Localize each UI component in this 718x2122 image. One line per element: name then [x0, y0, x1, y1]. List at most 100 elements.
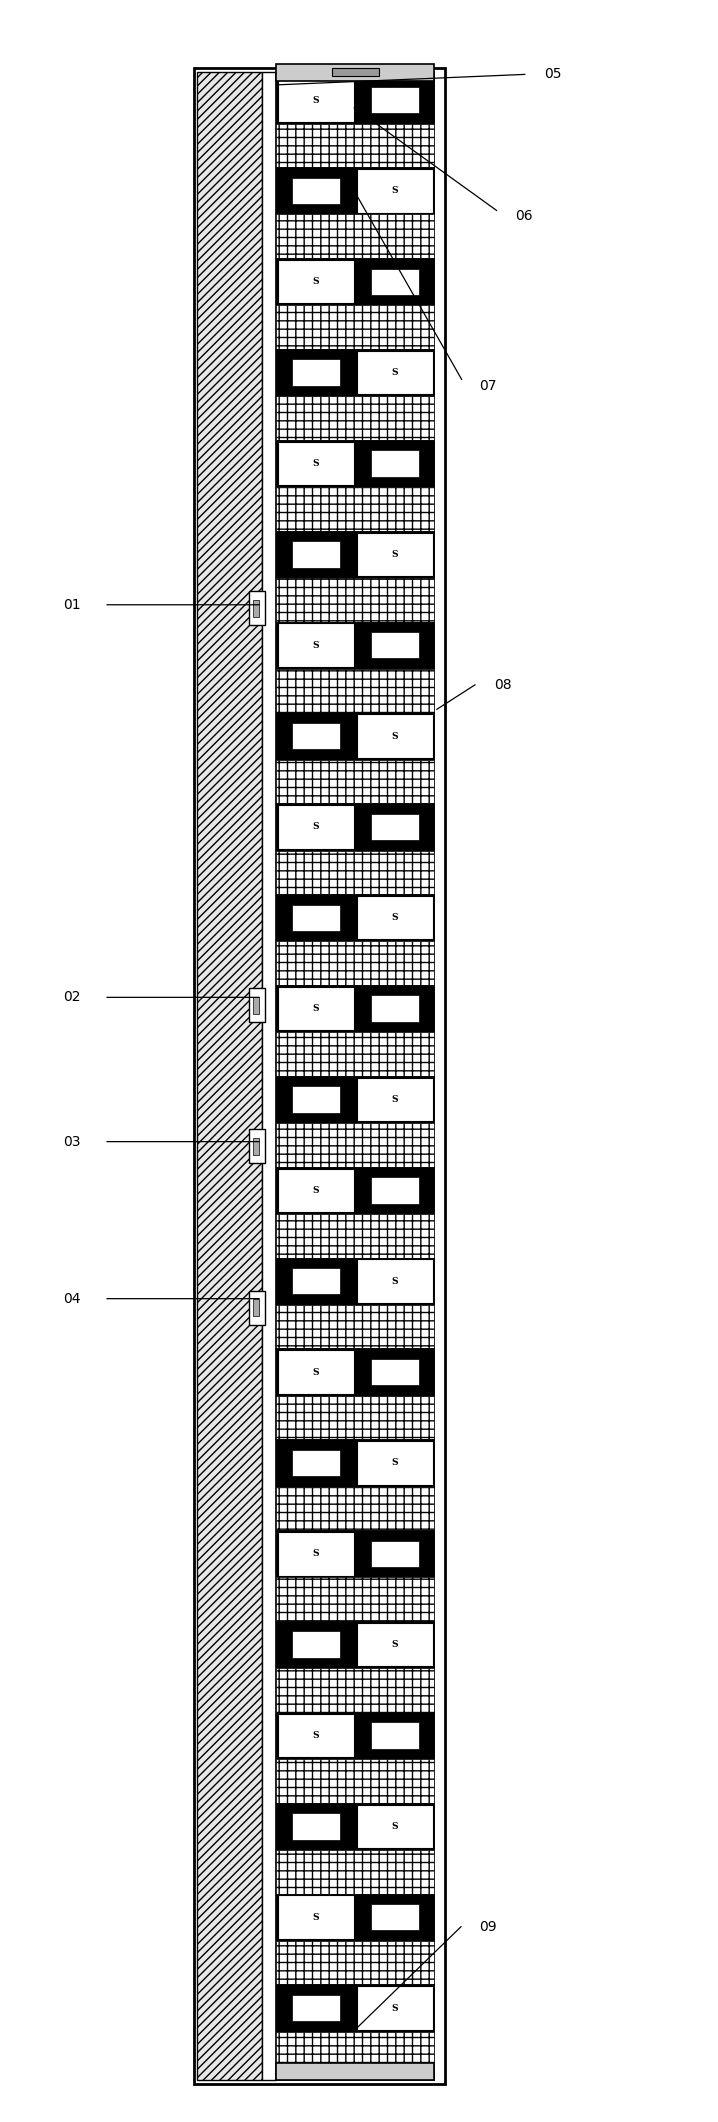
Bar: [371, 813, 419, 840]
Bar: [276, 1258, 434, 1305]
Text: S: S: [312, 1912, 320, 1923]
Bar: [276, 804, 434, 851]
Bar: [357, 1895, 433, 1940]
Bar: [278, 1350, 354, 1394]
Bar: [276, 168, 434, 214]
Bar: [249, 1290, 265, 1324]
Text: S: S: [312, 641, 320, 649]
Bar: [371, 450, 419, 477]
Bar: [276, 1439, 434, 1488]
Bar: [357, 1169, 433, 1212]
Bar: [276, 1530, 434, 1577]
Bar: [292, 1449, 340, 1477]
Bar: [292, 1086, 340, 1112]
Bar: [357, 1532, 433, 1575]
Bar: [276, 123, 434, 168]
Text: S: S: [312, 1549, 320, 1558]
Bar: [278, 804, 354, 849]
Bar: [278, 715, 354, 758]
Bar: [278, 441, 354, 486]
Bar: [276, 1621, 434, 1668]
Bar: [292, 359, 340, 386]
Bar: [276, 1942, 434, 1984]
Text: S: S: [391, 550, 398, 558]
Text: S: S: [391, 732, 398, 741]
Bar: [278, 1260, 354, 1303]
Bar: [276, 348, 434, 397]
Bar: [278, 1804, 354, 1848]
Bar: [276, 306, 434, 348]
Bar: [357, 715, 433, 758]
Text: S: S: [391, 1458, 398, 1468]
Bar: [357, 1623, 433, 1666]
Text: S: S: [312, 1186, 320, 1195]
Text: 05: 05: [544, 68, 561, 81]
Bar: [357, 441, 433, 486]
Bar: [357, 533, 433, 575]
Bar: [292, 724, 340, 749]
Bar: [276, 668, 434, 713]
Bar: [278, 261, 354, 303]
Bar: [357, 987, 433, 1031]
Bar: [276, 2031, 434, 2075]
Bar: [357, 804, 433, 849]
Text: 09: 09: [480, 1920, 497, 1933]
Bar: [292, 1995, 340, 2022]
Text: 02: 02: [63, 991, 80, 1004]
Bar: [357, 1441, 433, 1485]
Text: 08: 08: [494, 679, 511, 692]
Text: S: S: [391, 1640, 398, 1649]
Bar: [357, 1260, 433, 1303]
Bar: [357, 1804, 433, 1848]
Bar: [249, 1129, 265, 1163]
Bar: [276, 1031, 434, 1076]
Text: S: S: [391, 2003, 398, 2012]
Bar: [278, 350, 354, 395]
Bar: [371, 1723, 419, 1749]
Bar: [371, 1178, 419, 1203]
Bar: [278, 987, 354, 1031]
Bar: [276, 851, 434, 893]
Bar: [278, 79, 354, 121]
Bar: [253, 997, 259, 1014]
Text: S: S: [312, 823, 320, 832]
Bar: [276, 1347, 434, 1396]
Bar: [276, 1123, 434, 1167]
Bar: [278, 624, 354, 666]
Text: S: S: [391, 187, 398, 195]
Bar: [276, 259, 434, 306]
Bar: [253, 601, 259, 618]
Text: 01: 01: [63, 598, 80, 611]
Bar: [278, 1715, 354, 1757]
Bar: [276, 64, 434, 81]
Bar: [276, 1850, 434, 1893]
Bar: [292, 904, 340, 932]
Bar: [276, 488, 434, 530]
Bar: [276, 1488, 434, 1530]
Bar: [357, 895, 433, 940]
Bar: [249, 989, 265, 1023]
Bar: [371, 87, 419, 112]
Bar: [276, 760, 434, 804]
Bar: [332, 68, 379, 76]
Bar: [276, 1893, 434, 1942]
Bar: [371, 632, 419, 658]
Bar: [371, 1903, 419, 1931]
Bar: [262, 72, 276, 2080]
Bar: [371, 995, 419, 1023]
Bar: [278, 1986, 354, 2031]
Bar: [276, 1305, 434, 1347]
Bar: [278, 1169, 354, 1212]
Text: S: S: [391, 1095, 398, 1103]
Bar: [357, 624, 433, 666]
Bar: [278, 170, 354, 212]
Bar: [197, 72, 262, 2080]
Bar: [292, 541, 340, 567]
Bar: [276, 1759, 434, 1804]
Bar: [357, 261, 433, 303]
Text: S: S: [391, 1823, 398, 1831]
Bar: [276, 1984, 434, 2031]
Text: 07: 07: [480, 380, 497, 393]
Bar: [276, 713, 434, 760]
Bar: [357, 1350, 433, 1394]
